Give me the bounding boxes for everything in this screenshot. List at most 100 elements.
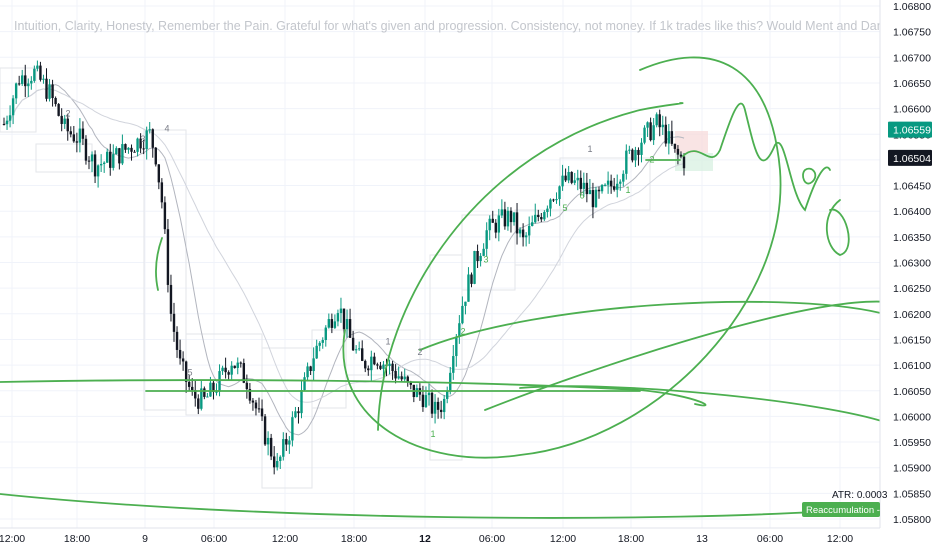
chart-watermark: Intuition, Clarity, Honesty, Remember th… [14,19,923,33]
candle-body [500,209,504,216]
candle-body [327,319,331,328]
time-axis-bg [0,528,932,550]
candle-body [521,229,525,238]
candle-body [364,360,367,369]
candle-body [506,210,510,227]
candle-body [373,356,376,365]
candle-body [130,147,133,152]
candle-body [591,190,595,208]
candle-body [48,84,51,99]
candle-body [452,356,455,373]
wave-label: 2 [65,108,70,118]
candle-body [227,372,230,375]
candle-body [172,313,176,332]
wave-label: 5 [562,203,567,213]
candle-body [72,134,76,142]
drawing-curve[interactable] [0,493,881,519]
drawing-curve[interactable] [0,379,707,407]
candle-body [291,417,294,441]
candle-body [461,305,464,324]
drawing-curve[interactable] [377,102,684,431]
range-box [514,209,561,266]
candle-body [409,381,412,385]
candle-body [312,358,315,372]
candle-body [21,75,24,84]
candle-body [8,115,12,121]
candle-body [458,323,461,337]
candle-body [376,364,379,366]
candle-body [169,284,173,314]
candle-body [215,391,218,393]
candle-body [251,400,255,403]
candle-body [682,156,686,169]
candle-body [87,160,91,162]
candle-body [109,151,112,168]
candle-body [549,199,552,209]
candle-body [403,376,406,380]
time-tick-label: 18:00 [618,533,644,545]
current-price-tag[interactable] [888,121,932,138]
candle-body [655,114,658,126]
candle-body [339,308,343,314]
drawing-curve[interactable] [825,199,850,256]
candle-body [488,218,491,231]
crosshair-price-tag[interactable] [888,149,932,166]
price-tick-label: 1.05800 [893,514,931,526]
candle-body [455,336,458,357]
candle-body [464,301,467,306]
candle-body [242,363,246,383]
candle-body [24,75,27,87]
candle-body [606,180,610,185]
price-axis[interactable]: 1.06800 1.06750 1.06700 1.06650 1.06600 1.065… [888,1,932,526]
candle-body [436,401,440,410]
candle-body [430,392,434,414]
candle-body [558,186,561,200]
drawing-curve[interactable] [802,167,817,185]
time-axis[interactable]: 12:00 18:00 9 06:00 12:00 18:00 12 06:00 12:00 18… [0,533,853,545]
candle-body [345,319,349,330]
candle-body [297,411,300,414]
candle-body [579,177,582,189]
price-tick-label: 1.06150 [893,334,931,346]
candle-body [370,356,373,371]
candle-body [102,162,106,164]
candle-body [233,365,236,368]
drawing-curve[interactable] [155,237,163,291]
drawing-curve[interactable] [519,385,889,424]
candle-body [90,154,94,162]
candle-body [679,154,683,157]
candle-body [96,165,100,177]
hand-drawings[interactable] [0,56,889,519]
drawing-curve[interactable] [682,102,831,212]
ma-line-slow [3,88,685,403]
candle-body [664,124,667,144]
wave-label: 3 [483,255,488,265]
candle-body [39,65,42,80]
candle-body [439,409,443,413]
candle-body [531,222,534,226]
candle-body [570,171,573,183]
indicator-tag-bg[interactable] [802,502,880,517]
candle-body [139,138,142,149]
drawing-curve[interactable] [342,56,782,459]
wave-label: 4 [164,124,169,134]
candle-body [106,151,109,163]
candle-body [446,391,449,399]
candle-body [136,138,139,152]
price-tick-label: 1.05900 [893,463,931,475]
range-box [429,254,463,461]
candle-body [163,202,167,230]
range-box [143,129,187,411]
candle-body [209,382,212,397]
drawing-curve[interactable] [484,300,889,411]
candle-body [676,148,680,155]
candle-body [5,120,9,125]
candles [2,60,686,475]
candle-body [388,363,391,367]
time-tick-label: 13 [696,533,708,545]
drawing-curve[interactable] [419,300,889,351]
wave-label: 2 [417,347,422,357]
candle-body [54,98,57,105]
